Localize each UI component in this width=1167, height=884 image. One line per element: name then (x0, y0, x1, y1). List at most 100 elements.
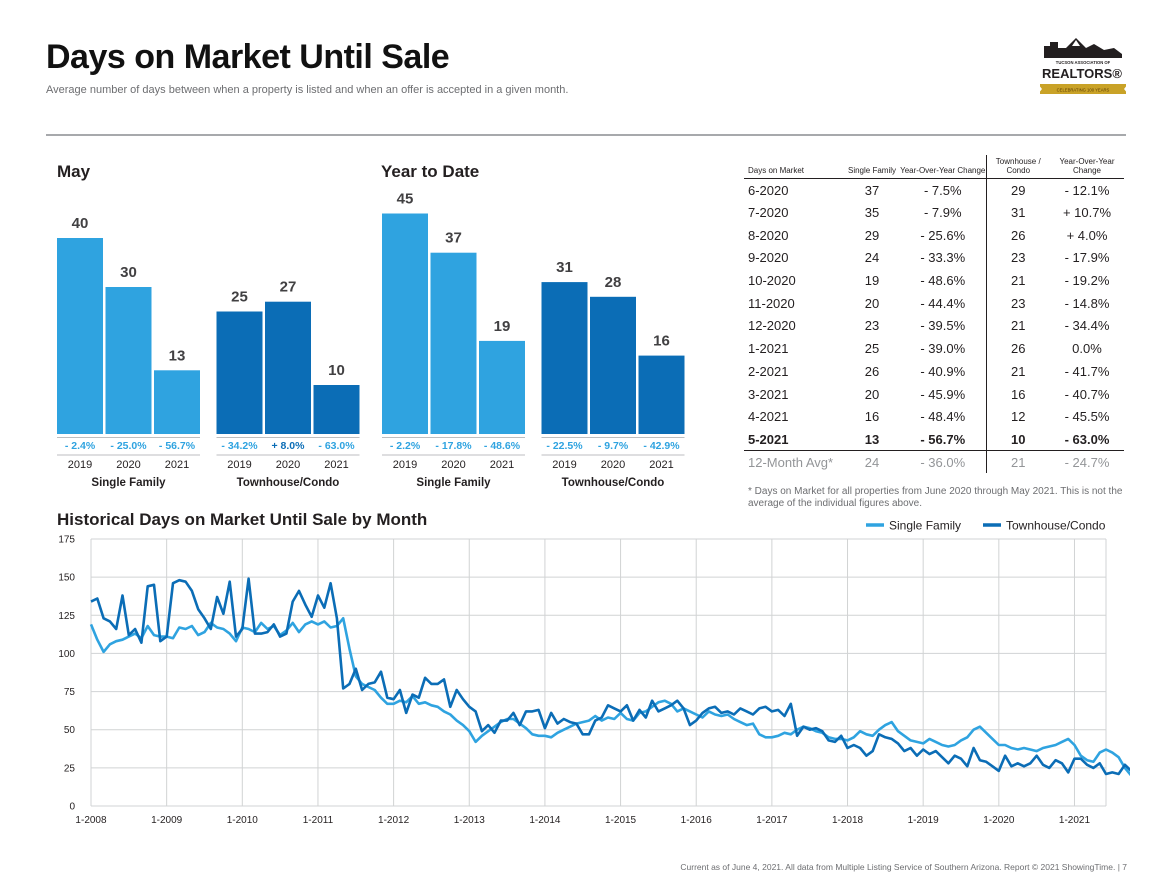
year-label: 2021 (649, 459, 673, 471)
y-tick-label: 25 (64, 763, 76, 774)
table-cell: - 39.5% (920, 318, 966, 334)
bar (541, 282, 588, 434)
year-label: 2021 (324, 459, 348, 471)
table-cell: 12-2020 (748, 318, 796, 334)
table-row: 12-2020 23 - 39.5% 21 - 34.4% (744, 314, 1124, 338)
table-cell: 12-Month Avg* (744, 450, 844, 474)
table-row: 5-2021 13 - 56.7% 10 - 63.0% (744, 428, 1124, 451)
table-cell: 29 (985, 178, 1050, 202)
table-cell: 12 (985, 405, 1050, 429)
table-cell: - 14.8% (1064, 295, 1110, 311)
x-tick-label: 1-2021 (1059, 815, 1091, 826)
year-label: 2019 (68, 459, 92, 471)
y-tick-label: 50 (64, 725, 76, 736)
bar (154, 370, 200, 434)
year-label: 2021 (165, 459, 189, 471)
table-cell: - 19.2% (1064, 273, 1110, 289)
history-chart-title: Historical Days on Market Until Sale by … (57, 510, 428, 529)
bar-value-label: 37 (445, 230, 462, 247)
table-cell: 9-2020 (748, 250, 789, 266)
y-tick-label: 175 (58, 535, 75, 546)
y-tick-label: 0 (69, 802, 75, 813)
table-header: Year-Over-Year Change (900, 155, 986, 179)
table-row: 2-2021 26 - 40.9% 21 - 41.7% (744, 360, 1124, 383)
bar (57, 238, 103, 434)
x-tick-label: 1-2018 (832, 815, 864, 826)
table-cell: - 45.9% (920, 386, 966, 402)
table-cell: 23 (864, 318, 880, 334)
table-cell: 21 (985, 314, 1050, 338)
table-row: 7-2020 35 - 7.9% 31 + 10.7% (744, 201, 1124, 224)
year-label: 2021 (490, 459, 514, 471)
table-cell: 2-2021 (748, 363, 789, 379)
y-tick-label: 75 (64, 687, 76, 698)
change-label: - 56.7% (159, 440, 196, 452)
table-cell: 29 (864, 227, 880, 243)
table-cell: 19 (864, 273, 880, 289)
table-cell: 20 (864, 295, 880, 311)
change-label: - 9.7% (598, 440, 629, 452)
table-cell: - 7.5% (923, 182, 962, 198)
change-label: - 34.2% (221, 440, 258, 452)
table-cell: 11-2020 (748, 295, 795, 311)
bar (590, 296, 636, 434)
x-tick-label: 1-2014 (529, 815, 561, 826)
logo-line3: CELEBRATING 100 YEARS (1057, 88, 1110, 93)
table-cell: - 48.6% (920, 273, 966, 289)
table-cell: 26 (985, 337, 1050, 360)
table-cell: - 24.7% (1050, 450, 1124, 474)
bar (638, 355, 685, 434)
table-cell: 23 (985, 246, 1050, 270)
table-cell: - 45.5% (1064, 409, 1110, 425)
table-cell: 20 (864, 386, 880, 402)
bar-value-label: 19 (494, 318, 511, 335)
x-tick-label: 1-2020 (983, 815, 1015, 826)
table-row: 12-Month Avg* 24- 36.0% 21- 24.7% (744, 450, 1124, 474)
table-cell: 0.0% (1072, 341, 1102, 357)
x-tick-label: 1-2011 (303, 815, 334, 826)
group-label: Single Family (91, 477, 166, 489)
table-cell: 24 (864, 250, 880, 266)
table-row: 10-2020 19 - 48.6% 21 - 19.2% (744, 269, 1124, 292)
table-cell: - 63.0% (1064, 431, 1110, 447)
logo-line1: TUCSON ASSOCIATION OF (1056, 60, 1111, 65)
page-subtitle: Average number of days between when a pr… (46, 84, 569, 96)
bar (265, 301, 311, 434)
bar (313, 385, 360, 434)
may-chart-title: May (57, 162, 91, 181)
table-cell: 4-2021 (748, 409, 789, 425)
bar-value-label: 45 (397, 191, 414, 208)
year-label: 2019 (393, 459, 417, 471)
may-bar-chart: 40 - 2.4% 2019 30 - 25.0% 2020 13 - 56.7% 2021 Si… (57, 215, 360, 489)
bar (105, 287, 152, 434)
bar (382, 213, 428, 434)
change-label: - 25.0% (110, 440, 147, 452)
table-cell: 31 (985, 201, 1050, 224)
group-label: Single Family (416, 477, 491, 489)
bar-value-label: 25 (231, 289, 248, 306)
bar-value-label: 30 (120, 264, 137, 281)
table-cell: 1-2021 (748, 341, 789, 357)
y-tick-label: 125 (58, 611, 75, 622)
series-line (89, 617, 1130, 777)
table-row: 1-2021 25 - 39.0% 26 0.0% (744, 337, 1124, 360)
table-cell: - 48.4% (920, 409, 966, 425)
table-cell: 21 (985, 269, 1050, 292)
year-label: 2020 (116, 459, 140, 471)
logo-line2: REALTORS® (1042, 66, 1122, 81)
bar (216, 311, 263, 434)
bar-value-label: 13 (169, 347, 186, 364)
x-tick-label: 1-2019 (908, 815, 940, 826)
bar-value-label: 40 (72, 215, 89, 232)
table-header: Days on Market (744, 155, 844, 179)
table-cell: 13 (864, 431, 880, 447)
table-cell: - 17.9% (1064, 250, 1110, 266)
ytd-chart-title: Year to Date (381, 162, 480, 181)
series-line (90, 577, 1130, 776)
table-cell: 21 (985, 360, 1050, 383)
bar-value-label: 27 (280, 279, 297, 296)
group-label: Townhouse/Condo (237, 477, 340, 489)
bar (430, 252, 477, 434)
table-cell: - 39.0% (920, 341, 966, 357)
table-cell: 3-2021 (748, 386, 789, 402)
